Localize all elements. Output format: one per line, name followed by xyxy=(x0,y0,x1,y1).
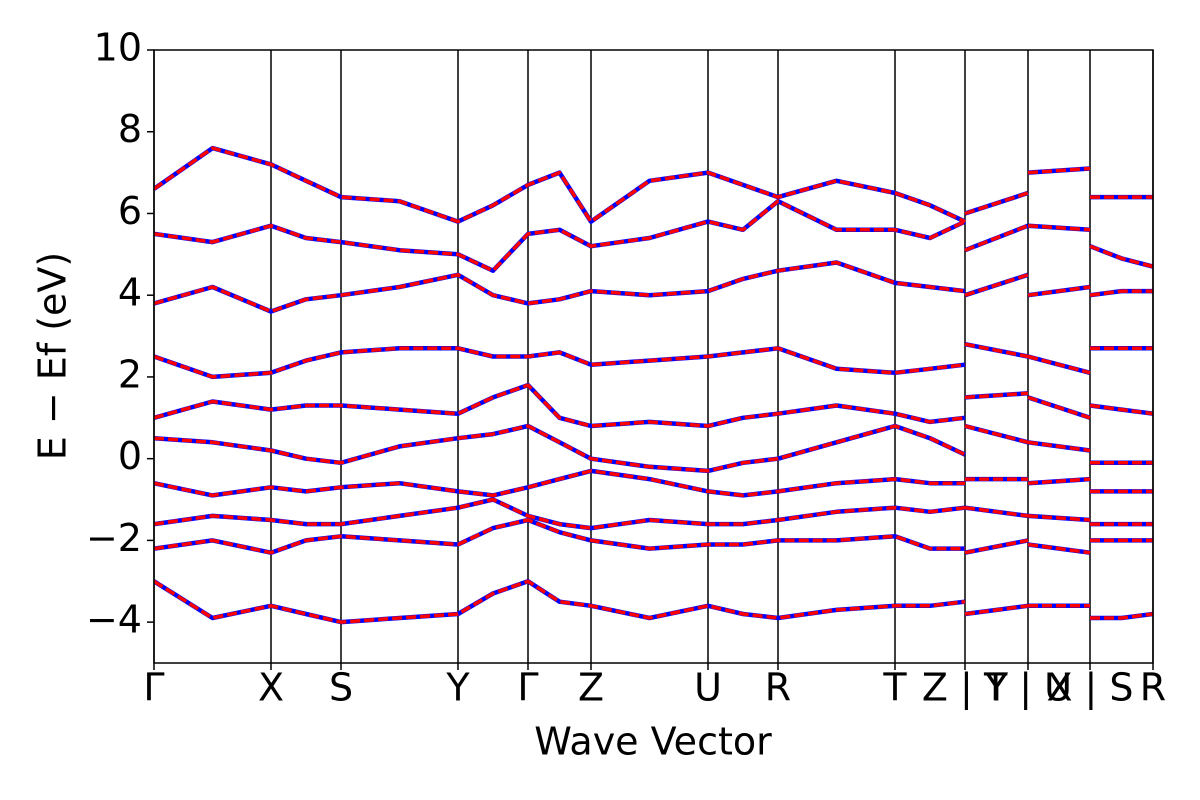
band-line xyxy=(154,579,1153,624)
y-tick-label: 6 xyxy=(118,189,142,233)
plot-frame xyxy=(153,49,1154,664)
band-line xyxy=(154,579,1153,625)
y-tick-label: 8 xyxy=(118,107,142,151)
y-axis-label: E − Ef (eV) xyxy=(31,252,75,461)
x-tick-label: T xyxy=(882,666,907,710)
y-tick-label: 2 xyxy=(118,352,142,396)
band-line xyxy=(154,146,1153,224)
band-line xyxy=(154,468,1153,498)
band-line xyxy=(154,497,1153,531)
band-line xyxy=(154,260,1153,314)
y-tick-label: −4 xyxy=(86,598,142,642)
x-tick-label: Z xyxy=(578,666,604,710)
x-tick-label: R xyxy=(1140,666,1166,710)
x-tick-label: Γ xyxy=(143,666,164,710)
band-line xyxy=(154,342,1153,379)
band-line xyxy=(154,199,1153,273)
x-tick-label: X xyxy=(258,666,284,710)
band-line xyxy=(154,497,1153,530)
x-tick-label: Γ xyxy=(517,666,538,710)
band-line xyxy=(154,260,1153,314)
y-tick-label: −2 xyxy=(86,516,142,560)
band-line xyxy=(154,424,1153,473)
band-line xyxy=(154,518,1153,555)
x-tick-label: T | U xyxy=(983,666,1072,711)
band-line xyxy=(154,382,1153,429)
band-line xyxy=(154,383,1153,428)
x-tick-label: S xyxy=(329,666,353,710)
band-line xyxy=(154,145,1153,224)
x-axis-label: Wave Vector xyxy=(534,720,772,764)
x-tick-label: Z | Y xyxy=(922,666,1009,711)
y-tick-label: 10 xyxy=(94,26,142,70)
x-tick-label: U xyxy=(694,666,722,710)
y-tick-label: 0 xyxy=(118,434,142,478)
x-tick-label: X | S xyxy=(1046,666,1133,711)
y-tick-label: 4 xyxy=(118,271,142,315)
x-tick-label: Y xyxy=(445,666,470,710)
band-line xyxy=(154,423,1153,474)
band-line xyxy=(154,469,1153,498)
x-tick-label: R xyxy=(765,666,791,710)
